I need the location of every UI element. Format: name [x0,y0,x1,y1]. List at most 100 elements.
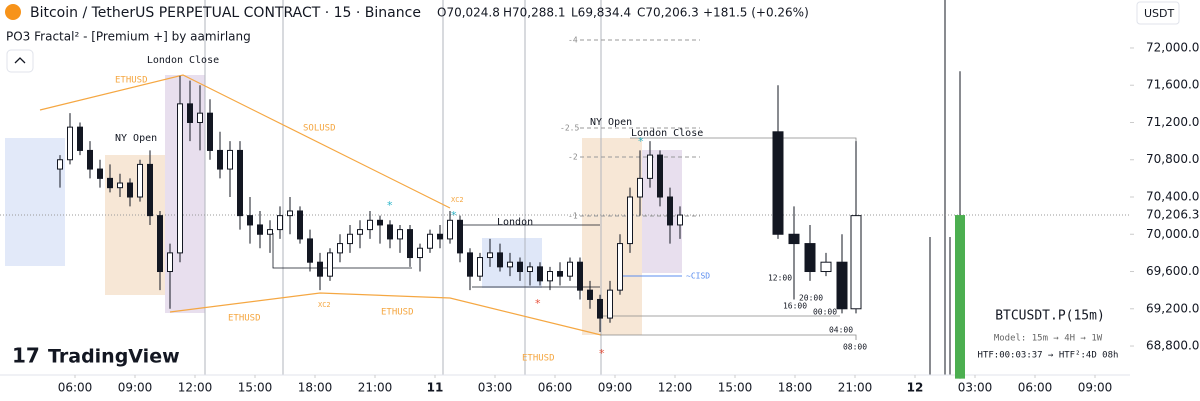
candle-body [557,271,563,277]
last-price-tag [1131,206,1199,225]
annotation: XC2 [451,196,464,204]
candle-body [607,289,613,319]
candle-body [227,149,233,170]
y-tick-label: 68,800.0 [1146,339,1199,353]
ohlc-value: +181.5 (+0.26%) [703,6,809,20]
candle-body [337,243,343,254]
candle-body [617,243,623,291]
annotation: London Close [147,55,219,66]
x-tick-label: 09:00 [1078,381,1113,395]
annotation: -2.5 [560,124,579,133]
candle-body [517,261,523,273]
candle-body [147,163,153,217]
collapse-icon [14,57,26,64]
candle-body [497,252,503,268]
x-tick-label: 15:00 [718,381,753,395]
annotation: XC2 [318,301,331,309]
candle-body [597,298,603,319]
annotation: NY Open [590,117,632,128]
marker: * [387,199,393,212]
collapse-button[interactable] [6,49,34,73]
last-price-label: 70,206.3 [1146,208,1199,222]
candle-body [327,252,333,277]
currency-button[interactable] [1136,1,1180,25]
candle-body [487,252,493,259]
htf-time-label: 12:00 [768,274,792,283]
candle-body [237,149,243,217]
candle-body [677,214,683,226]
x-tick-label: 18:00 [778,381,813,395]
candle-body [247,215,253,226]
candle-body [347,233,353,245]
candle-body [377,219,383,226]
panel-text: Model: 15m → 4H → 1W [994,334,1103,344]
x-tick-label: 06:00 [58,381,93,395]
annotation: ETHUSD [228,314,261,324]
candle-body [207,112,213,151]
ohlc-value: O70,024.8 [437,6,500,20]
candle-body [477,257,483,277]
annotation: -2 [568,153,578,162]
candle-body [788,233,800,245]
candle-body [537,266,543,282]
candle-body [567,261,573,277]
htf-time-label: 20:00 [799,294,823,303]
level-line [600,334,857,340]
candle-body [527,266,533,273]
candle-body [257,224,263,235]
htf-time-label: 04:00 [829,326,853,335]
annotation: NY Open [115,133,157,144]
candle-body [836,261,848,310]
candle-body [137,163,143,198]
annotation: ETHUSD [381,308,414,318]
y-tick-label: 72,000.0 [1146,40,1199,54]
candle-body [547,271,553,282]
candle-body [97,168,103,179]
x-tick-label: 09:00 [598,381,633,395]
candle-body [457,219,463,254]
candle-body [667,196,673,226]
y-tick-label: 69,600.0 [1146,264,1199,278]
annotation: ETHUSD [522,354,555,364]
ohlc-value: L69,834.4 [571,6,631,20]
candle-body [407,229,413,259]
candle-body [772,131,784,235]
candle-body [647,154,653,179]
candle-body [427,233,433,249]
x-tick-label: 03:00 [478,381,513,395]
candle-body [657,154,663,198]
x-tick-label: 11 [427,381,444,395]
htf-time-label: 16:00 [783,302,807,311]
candle-body [850,215,862,310]
candle-body [197,112,203,123]
chart-title: Bitcoin / TetherUS PERPETUAL CONTRACT · … [30,5,421,21]
panel-text: HTF:00:03:37 → HTF²:4D 08h [978,351,1119,361]
x-tick-label: 18:00 [298,381,333,395]
candle-body [187,103,193,123]
trend-line [39,74,451,209]
candle-body [417,247,423,259]
y-tick-label: 70,400.0 [1146,190,1199,204]
y-tick-label: 71,200.0 [1146,115,1199,129]
candle-body [267,229,273,235]
candle-body [467,252,473,277]
candle-body [307,238,313,263]
currency: USDT [1144,7,1175,20]
annotation: London [497,217,533,228]
candle-body [820,261,832,273]
candle-body [167,252,173,273]
x-tick-label: 09:00 [118,381,153,395]
x-tick-label: 06:00 [1018,381,1053,395]
candle-body [77,126,83,151]
htf-time-label: 08:00 [843,343,867,352]
annotation: ETHUSD [115,76,148,86]
candle-body [437,233,443,240]
ohlc-value: H70,288.1 [503,6,565,20]
x-tick-label: 21:00 [358,381,393,395]
candle-body [397,229,403,240]
candle-body [67,126,73,161]
x-tick-label: 12:00 [658,381,693,395]
x-tick-label: 06:00 [538,381,573,395]
candle-body [87,149,93,170]
